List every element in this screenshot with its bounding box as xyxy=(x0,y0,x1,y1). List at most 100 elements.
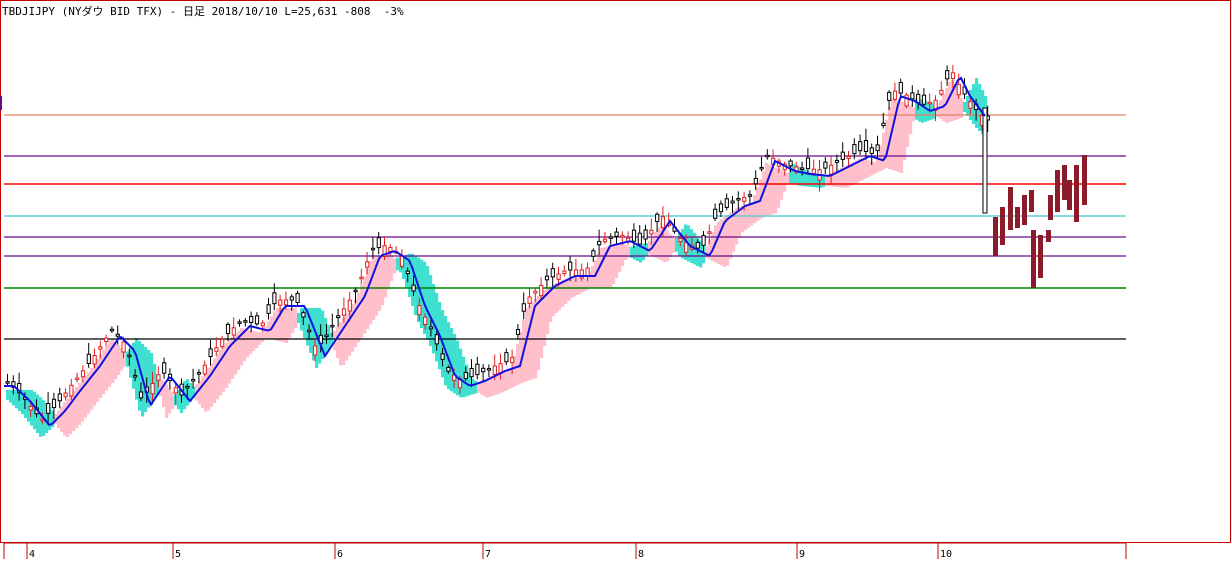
candle-body xyxy=(86,353,91,365)
cloud-band xyxy=(855,160,859,183)
cloud-band xyxy=(672,238,676,253)
cloud-band xyxy=(486,377,490,398)
candle-body xyxy=(191,379,196,382)
candle-body xyxy=(399,255,405,267)
candle-body xyxy=(417,305,422,316)
cloud-band xyxy=(297,313,301,323)
cloud-band xyxy=(792,164,796,185)
candle-body xyxy=(823,161,828,169)
cloud-band xyxy=(660,223,664,261)
cloud-band xyxy=(933,105,937,119)
candle-body xyxy=(910,92,915,100)
candle-body xyxy=(150,383,155,395)
cloud-band xyxy=(432,284,436,354)
cloud-band xyxy=(894,99,898,171)
candle-body xyxy=(486,368,492,371)
cloud-band xyxy=(876,158,880,173)
cloud-band xyxy=(477,382,481,393)
cloud-band xyxy=(60,406,64,432)
cloud-band xyxy=(456,340,460,396)
candle-body xyxy=(75,377,80,380)
cloud-band xyxy=(315,308,319,368)
candle-body xyxy=(637,232,642,245)
candle-body xyxy=(475,363,480,376)
cloud-band xyxy=(51,410,55,427)
cloud-band xyxy=(375,256,379,316)
candle-body xyxy=(202,364,207,375)
candle-body xyxy=(301,312,306,318)
candle-body xyxy=(324,334,329,337)
cloud-band xyxy=(63,402,67,436)
cloud-band xyxy=(924,101,928,122)
projection-bar xyxy=(1055,170,1060,212)
cloud-band xyxy=(909,105,913,134)
cloud-band xyxy=(738,207,742,238)
candle-body xyxy=(515,328,521,335)
cloud-band xyxy=(948,82,952,122)
cloud-band xyxy=(288,308,292,338)
cloud-band xyxy=(6,389,10,400)
candle-body xyxy=(707,231,712,234)
cloud-band xyxy=(504,370,508,391)
projection-bar xyxy=(1074,165,1079,222)
cloud-band xyxy=(915,98,919,120)
candle-body xyxy=(898,81,903,94)
cloud-band xyxy=(294,308,298,328)
cloud-band xyxy=(363,276,367,334)
candle-body xyxy=(92,355,97,365)
cloud-band xyxy=(426,266,430,340)
cloud-band xyxy=(783,172,787,192)
cloud-band xyxy=(27,389,31,422)
candle-body xyxy=(579,269,584,279)
candle-body xyxy=(950,72,956,79)
candle-body xyxy=(800,167,805,170)
cloud-band xyxy=(465,364,469,397)
candle-body xyxy=(359,276,364,280)
cloud-band xyxy=(624,245,628,260)
cloud-band xyxy=(336,326,340,358)
cloud-band xyxy=(483,379,487,397)
candle-body xyxy=(956,83,961,96)
cloud-band xyxy=(621,243,625,266)
candle-body xyxy=(428,326,434,330)
cloud-band xyxy=(639,244,643,263)
cloud-band xyxy=(249,330,253,354)
candle-body xyxy=(365,261,370,268)
cloud-band xyxy=(867,160,871,177)
cloud-band xyxy=(381,254,385,306)
candle-body xyxy=(921,94,927,105)
cloud-band xyxy=(135,338,139,400)
cloud-band xyxy=(567,278,571,301)
cloud-band xyxy=(882,132,886,170)
candle-body xyxy=(840,151,845,160)
cloud-band xyxy=(729,212,733,259)
cloud-band xyxy=(807,171,811,187)
cloud-band xyxy=(15,389,19,409)
candle-body xyxy=(370,247,376,251)
cloud-band xyxy=(756,187,760,221)
cloud-band xyxy=(99,354,103,398)
cloud-band xyxy=(663,226,667,262)
cloud-band xyxy=(717,221,721,264)
cloud-band xyxy=(114,342,118,380)
cloud-band xyxy=(633,246,637,260)
cloud-band xyxy=(900,101,904,173)
cloud-band xyxy=(810,173,814,187)
projection-bar xyxy=(1067,180,1072,210)
cloud-band xyxy=(366,268,370,329)
candle-body xyxy=(510,357,515,364)
cloud-band xyxy=(654,232,658,258)
cloud-band xyxy=(897,100,901,172)
candle-body xyxy=(539,284,544,297)
candle-body xyxy=(608,236,613,239)
cloud-band xyxy=(507,369,511,390)
cloud-band xyxy=(459,348,463,398)
cloud-band xyxy=(678,233,682,256)
cloud-band xyxy=(162,380,166,407)
cloud-band xyxy=(708,239,712,260)
candle-body xyxy=(829,164,834,175)
cloud-band xyxy=(105,345,109,391)
cloud-band xyxy=(291,308,295,333)
cloud-band xyxy=(516,344,520,385)
